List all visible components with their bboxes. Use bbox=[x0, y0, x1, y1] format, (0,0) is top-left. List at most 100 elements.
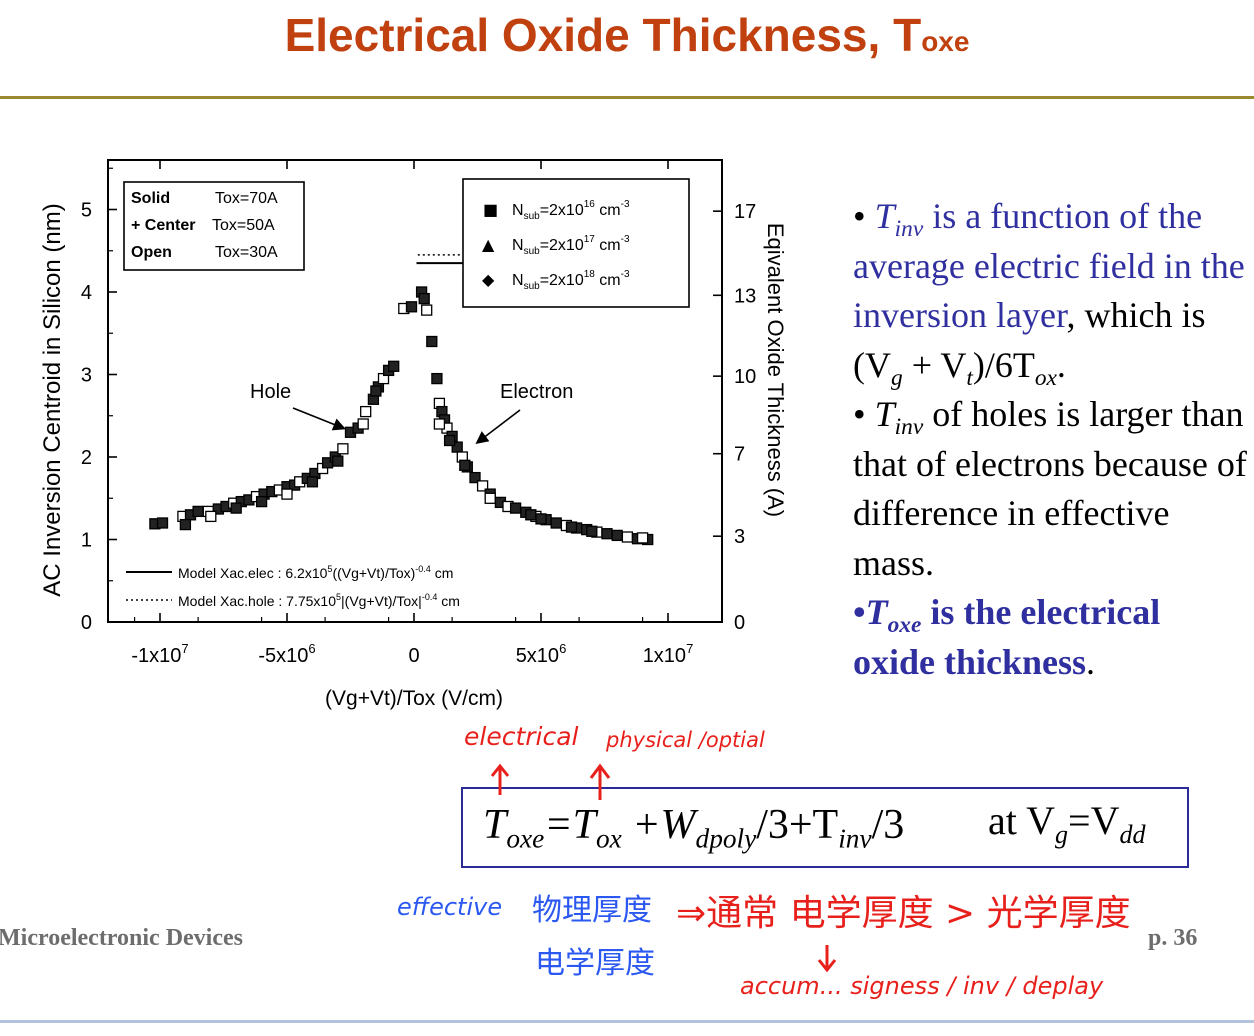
x-axis-label: (Vg+Vt)/Tox (V/cm) bbox=[325, 687, 503, 710]
slide-title: Electrical Oxide Thickness, Toxe bbox=[284, 9, 970, 61]
footer-divider bbox=[0, 1020, 1254, 1023]
annotation-hole-arrow bbox=[292, 407, 346, 431]
x-tick-label: 0 bbox=[408, 645, 419, 667]
x-tick-label: -1x107 bbox=[131, 641, 188, 667]
handwriting-physical-cn: 物理厚度 bbox=[532, 893, 652, 928]
model-legend-hole: Model Xac.hole : 7.75x105|(Vg+Vt)/Tox|-0… bbox=[178, 592, 460, 609]
y-axis-label-left: AC Inversion Centroid in Silicon (nm) bbox=[39, 203, 66, 596]
equation-main: Toxe=Tox +Wdpoly/3+Tinv/3 bbox=[483, 802, 905, 854]
electron-data-point bbox=[636, 532, 649, 544]
hole-data-point bbox=[230, 502, 242, 514]
hole-data-point bbox=[360, 405, 372, 418]
plot-frame bbox=[107, 159, 723, 623]
electron-data-point bbox=[418, 292, 430, 305]
x-tick-label: 1x107 bbox=[643, 641, 694, 667]
y2-tick-label: 3 bbox=[734, 526, 745, 548]
handwriting-electrical: electrical bbox=[464, 722, 579, 751]
footer-page-number: p. 36 bbox=[1148, 925, 1198, 951]
annotation-electron-arrow bbox=[475, 409, 521, 444]
handwriting-electrical-cn: 电学厚度 bbox=[535, 946, 655, 981]
legend-models: Model Xac.elec : 6.2x105((Vg+Vt)/Tox)-0.… bbox=[126, 564, 460, 609]
hole-data-point bbox=[156, 517, 169, 529]
legend-tox: Solid Tox=70A + Center Tox=50A Open Tox=… bbox=[123, 181, 305, 271]
bullet-3: •Toxe is the electrical oxide thickness. bbox=[853, 592, 1161, 682]
electron-data-point bbox=[459, 459, 471, 471]
legend-tox-style-1: Solid bbox=[131, 190, 170, 207]
bullet-1: • Tinv is a function of the average elec… bbox=[853, 196, 1245, 391]
electron-data-point bbox=[601, 528, 613, 540]
electron-data-point bbox=[525, 509, 537, 521]
title-subscript: oxe bbox=[921, 26, 970, 57]
handwriting-physical: physical /optial bbox=[606, 728, 765, 752]
legend-tox-style-2: + Center bbox=[131, 217, 195, 234]
legend-tox-style-3: Open bbox=[131, 244, 172, 261]
data-points bbox=[149, 286, 654, 546]
electron-data-point bbox=[565, 521, 578, 533]
handwriting-accum: accum... signess / inv / deplay bbox=[740, 972, 1104, 1000]
legend-doping-entry-3: Nsub=2x1018 cm-3 bbox=[512, 269, 630, 292]
hole-data-point bbox=[357, 418, 369, 430]
legend-tox-value-3: Tox=30A bbox=[215, 244, 278, 261]
electron-data-point bbox=[421, 304, 433, 316]
axis-ticks bbox=[108, 160, 722, 623]
hole-data-point bbox=[192, 505, 204, 518]
electron-data-point bbox=[443, 434, 456, 447]
legend-doping-entry-1: Nsub=2x1016 cm-3 bbox=[512, 199, 630, 222]
y-tick-label: 5 bbox=[81, 200, 92, 222]
bullet-list: • Tinv is a function of the average elec… bbox=[853, 192, 1248, 687]
hole-data-point bbox=[405, 301, 418, 313]
legend-tox-value-2: Tox=50A bbox=[212, 217, 275, 234]
axis-labels: 0 1 2 3 4 5 0 3 7 10 13 17 -1x107 -5x106 0 5x106 1x107 bbox=[81, 200, 756, 668]
equation-box: Toxe=Tox +Wdpoly/3+Tinv/3 at Vg=Vdd bbox=[461, 787, 1189, 868]
electron-data-point bbox=[469, 471, 481, 484]
legend-doping-marker-3: ◆ bbox=[482, 270, 495, 289]
annotation-hole: Hole bbox=[250, 381, 291, 403]
y-tick-label: 1 bbox=[81, 530, 92, 552]
hole-data-point bbox=[388, 360, 400, 372]
equation-condition: at Vg=Vdd bbox=[988, 798, 1146, 849]
x-tick-label: -5x106 bbox=[258, 641, 315, 667]
hole-data-point bbox=[337, 443, 349, 455]
x-tick-label: 5x106 bbox=[516, 641, 567, 667]
y-tick-label: 0 bbox=[81, 612, 92, 634]
hole-data-point bbox=[205, 510, 217, 523]
handwriting-normal-cn: ⇒通常 电学厚度 > 光学厚度 bbox=[676, 893, 1131, 934]
y2-tick-label: 10 bbox=[734, 366, 756, 388]
electron-data-point bbox=[433, 418, 446, 430]
hole-data-point bbox=[255, 495, 268, 508]
electron-data-point bbox=[426, 335, 438, 348]
legend-doping-entry-2: Nsub=2x1017 cm-3 bbox=[512, 234, 630, 257]
hole-data-point bbox=[281, 488, 293, 500]
y-axis-label-right: Eqivalent Oxide Thickness (A) bbox=[763, 223, 788, 517]
hole-data-point bbox=[179, 518, 192, 531]
y2-tick-label: 7 bbox=[734, 444, 745, 466]
y-tick-label: 2 bbox=[81, 447, 92, 469]
legend-doping-marker-1: ■ bbox=[483, 200, 498, 219]
y2-tick-label: 17 bbox=[734, 201, 756, 223]
title-divider bbox=[0, 96, 1254, 99]
electron-data-point bbox=[509, 502, 522, 514]
bullet-2: • Tinv of holes is larger than that of e… bbox=[853, 394, 1247, 583]
electron-data-point bbox=[586, 525, 598, 537]
footer-course: Microelectronic Devices bbox=[0, 925, 243, 951]
inversion-centroid-chart: 0 1 2 3 4 5 0 3 7 10 13 17 -1x107 -5x106 0 5x106 1x107 A… bbox=[39, 159, 788, 710]
electron-data-point bbox=[431, 372, 443, 385]
model-legend-elec: Model Xac.elec : 6.2x105((Vg+Vt)/Tox)-0.… bbox=[178, 564, 453, 581]
hole-data-point bbox=[306, 476, 319, 488]
red-arrow-down bbox=[817, 945, 837, 973]
annotation-electron: Electron bbox=[500, 381, 573, 403]
hole-data-point bbox=[332, 455, 344, 467]
y-tick-label: 3 bbox=[81, 365, 92, 387]
legend-doping: ■ Nsub=2x1016 cm-3 ▲ Nsub=2x1017 cm-3 ◆ … bbox=[462, 178, 690, 308]
y-tick-label: 4 bbox=[81, 282, 92, 304]
y2-tick-label: 0 bbox=[734, 612, 745, 634]
electron-data-point bbox=[611, 529, 623, 542]
electron-data-point bbox=[621, 531, 634, 543]
legend-doping-marker-2: ▲ bbox=[482, 235, 495, 254]
electron-data-point bbox=[550, 517, 562, 529]
electron-data-point bbox=[535, 513, 547, 525]
handwriting-effective: effective bbox=[397, 893, 503, 921]
y2-tick-label: 13 bbox=[734, 285, 756, 307]
electron-data-point bbox=[484, 492, 496, 504]
hole-data-point bbox=[370, 385, 382, 397]
